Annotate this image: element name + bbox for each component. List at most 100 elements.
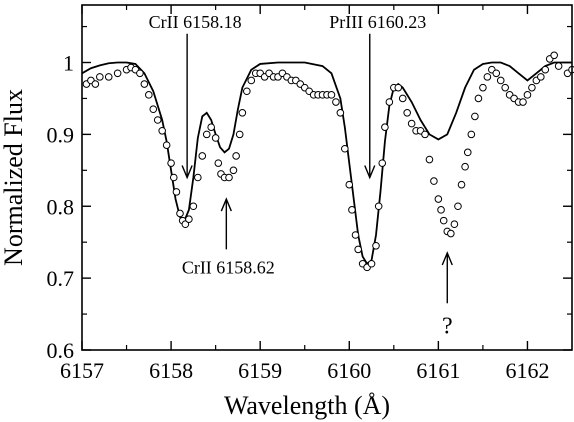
observed-point bbox=[528, 83, 536, 92]
observed-point bbox=[421, 130, 429, 139]
y-tick-label: 0.6 bbox=[47, 338, 75, 363]
observed-point bbox=[519, 98, 527, 106]
observed-point bbox=[238, 109, 247, 117]
observed-point bbox=[439, 216, 448, 225]
observed-point bbox=[96, 73, 104, 81]
observed-point bbox=[501, 83, 509, 92]
annotation-label: ? bbox=[442, 313, 453, 339]
y-tick-label: 0.9 bbox=[47, 122, 75, 147]
observed-point bbox=[345, 180, 354, 189]
observed-point bbox=[169, 173, 178, 182]
y-tick-label: 1 bbox=[63, 51, 74, 76]
y-tick-label: 0.7 bbox=[47, 266, 75, 291]
observed-point bbox=[327, 91, 336, 99]
observed-point bbox=[398, 94, 407, 103]
observed-point bbox=[113, 69, 122, 78]
observed-point bbox=[243, 87, 251, 96]
x-axis-label: Wavelength (Å) bbox=[224, 391, 390, 420]
observed-point bbox=[176, 209, 184, 218]
observed-point bbox=[214, 159, 223, 167]
observed-point bbox=[496, 76, 505, 85]
observed-point bbox=[235, 130, 244, 139]
observed-point bbox=[450, 220, 459, 229]
observed-point bbox=[378, 159, 387, 167]
observed-point bbox=[149, 105, 158, 114]
observed-point bbox=[145, 91, 153, 99]
observed-point bbox=[550, 51, 558, 60]
observed-point bbox=[336, 109, 345, 117]
x-tick-label: 6160 bbox=[327, 358, 371, 383]
x-tick-label: 6158 bbox=[149, 358, 193, 383]
observed-point bbox=[479, 83, 487, 92]
annotation-arrowhead bbox=[220, 197, 232, 212]
observed-point bbox=[181, 220, 190, 229]
annotation-label: CrII 6158.62 bbox=[182, 257, 275, 277]
y-axis-label: Normalized Flux bbox=[0, 89, 28, 266]
annotation-arrowhead bbox=[181, 165, 193, 180]
observed-point bbox=[140, 80, 149, 88]
observed-point bbox=[554, 62, 563, 70]
annotations: CrII 6158.18 CrII 6158.62 PrIII 6160.23? bbox=[149, 12, 453, 339]
observed-point bbox=[474, 94, 483, 103]
x-tick-label: 6162 bbox=[505, 358, 549, 383]
observed-point bbox=[461, 162, 469, 171]
observed-point bbox=[372, 241, 380, 250]
observed-point bbox=[454, 202, 462, 211]
observed-point bbox=[425, 155, 434, 164]
observed-point bbox=[167, 159, 175, 167]
observed-point bbox=[341, 144, 349, 153]
observed-point bbox=[332, 98, 340, 106]
observed-point bbox=[172, 188, 181, 196]
observed-point bbox=[153, 116, 162, 124]
observed-point bbox=[232, 152, 240, 160]
observed-point bbox=[104, 73, 113, 81]
observed-point bbox=[407, 119, 416, 128]
observed-point bbox=[158, 126, 166, 135]
y-axis-ticks: 0.6 0.7 0.8 0.9 1 bbox=[47, 25, 572, 363]
observed-point bbox=[394, 83, 403, 92]
observed-point bbox=[367, 259, 376, 268]
observed-point bbox=[434, 195, 443, 203]
observed-point bbox=[483, 73, 492, 81]
observed-point bbox=[194, 173, 202, 182]
observed-point bbox=[471, 112, 479, 121]
observed-point bbox=[354, 245, 362, 254]
observed-point bbox=[91, 80, 100, 88]
observed-point bbox=[136, 69, 144, 78]
plot-frame bbox=[81, 4, 573, 351]
observed-point bbox=[229, 166, 238, 175]
observed-point bbox=[381, 123, 389, 131]
observed-point bbox=[463, 148, 472, 157]
observed-point bbox=[351, 231, 360, 239]
observed-point bbox=[537, 73, 545, 81]
observed-point bbox=[467, 130, 476, 139]
observed-point bbox=[523, 91, 532, 99]
observed-point bbox=[403, 109, 411, 117]
x-tick-label: 6157 bbox=[60, 358, 104, 383]
annotation-arrowhead bbox=[441, 251, 453, 266]
observed-point bbox=[247, 76, 256, 85]
observed-point bbox=[437, 206, 445, 214]
plot-marks bbox=[81, 51, 574, 272]
x-tick-label: 6159 bbox=[238, 358, 282, 383]
observed-point bbox=[430, 177, 438, 185]
y-tick-label: 0.8 bbox=[47, 194, 75, 219]
observed-point bbox=[211, 134, 220, 142]
x-axis-ticks: 6157 6158 6159 6160 6161 6162 bbox=[60, 5, 549, 383]
observed-point bbox=[162, 141, 171, 149]
observed-point bbox=[202, 130, 211, 139]
observed-point bbox=[492, 69, 501, 78]
annotation-label: PrIII 6160.23 bbox=[329, 12, 426, 32]
annotation-arrowhead bbox=[364, 165, 376, 180]
observed-point bbox=[207, 123, 215, 131]
observed-point bbox=[447, 229, 455, 238]
observed-point bbox=[385, 98, 394, 106]
observed-point bbox=[457, 180, 466, 189]
annotation-label: CrII 6158.18 bbox=[149, 12, 242, 32]
observed-point bbox=[374, 202, 383, 211]
observed-point bbox=[348, 206, 356, 214]
x-tick-label: 6161 bbox=[416, 358, 460, 383]
observed-point bbox=[225, 173, 233, 182]
observed-point bbox=[185, 215, 193, 223]
